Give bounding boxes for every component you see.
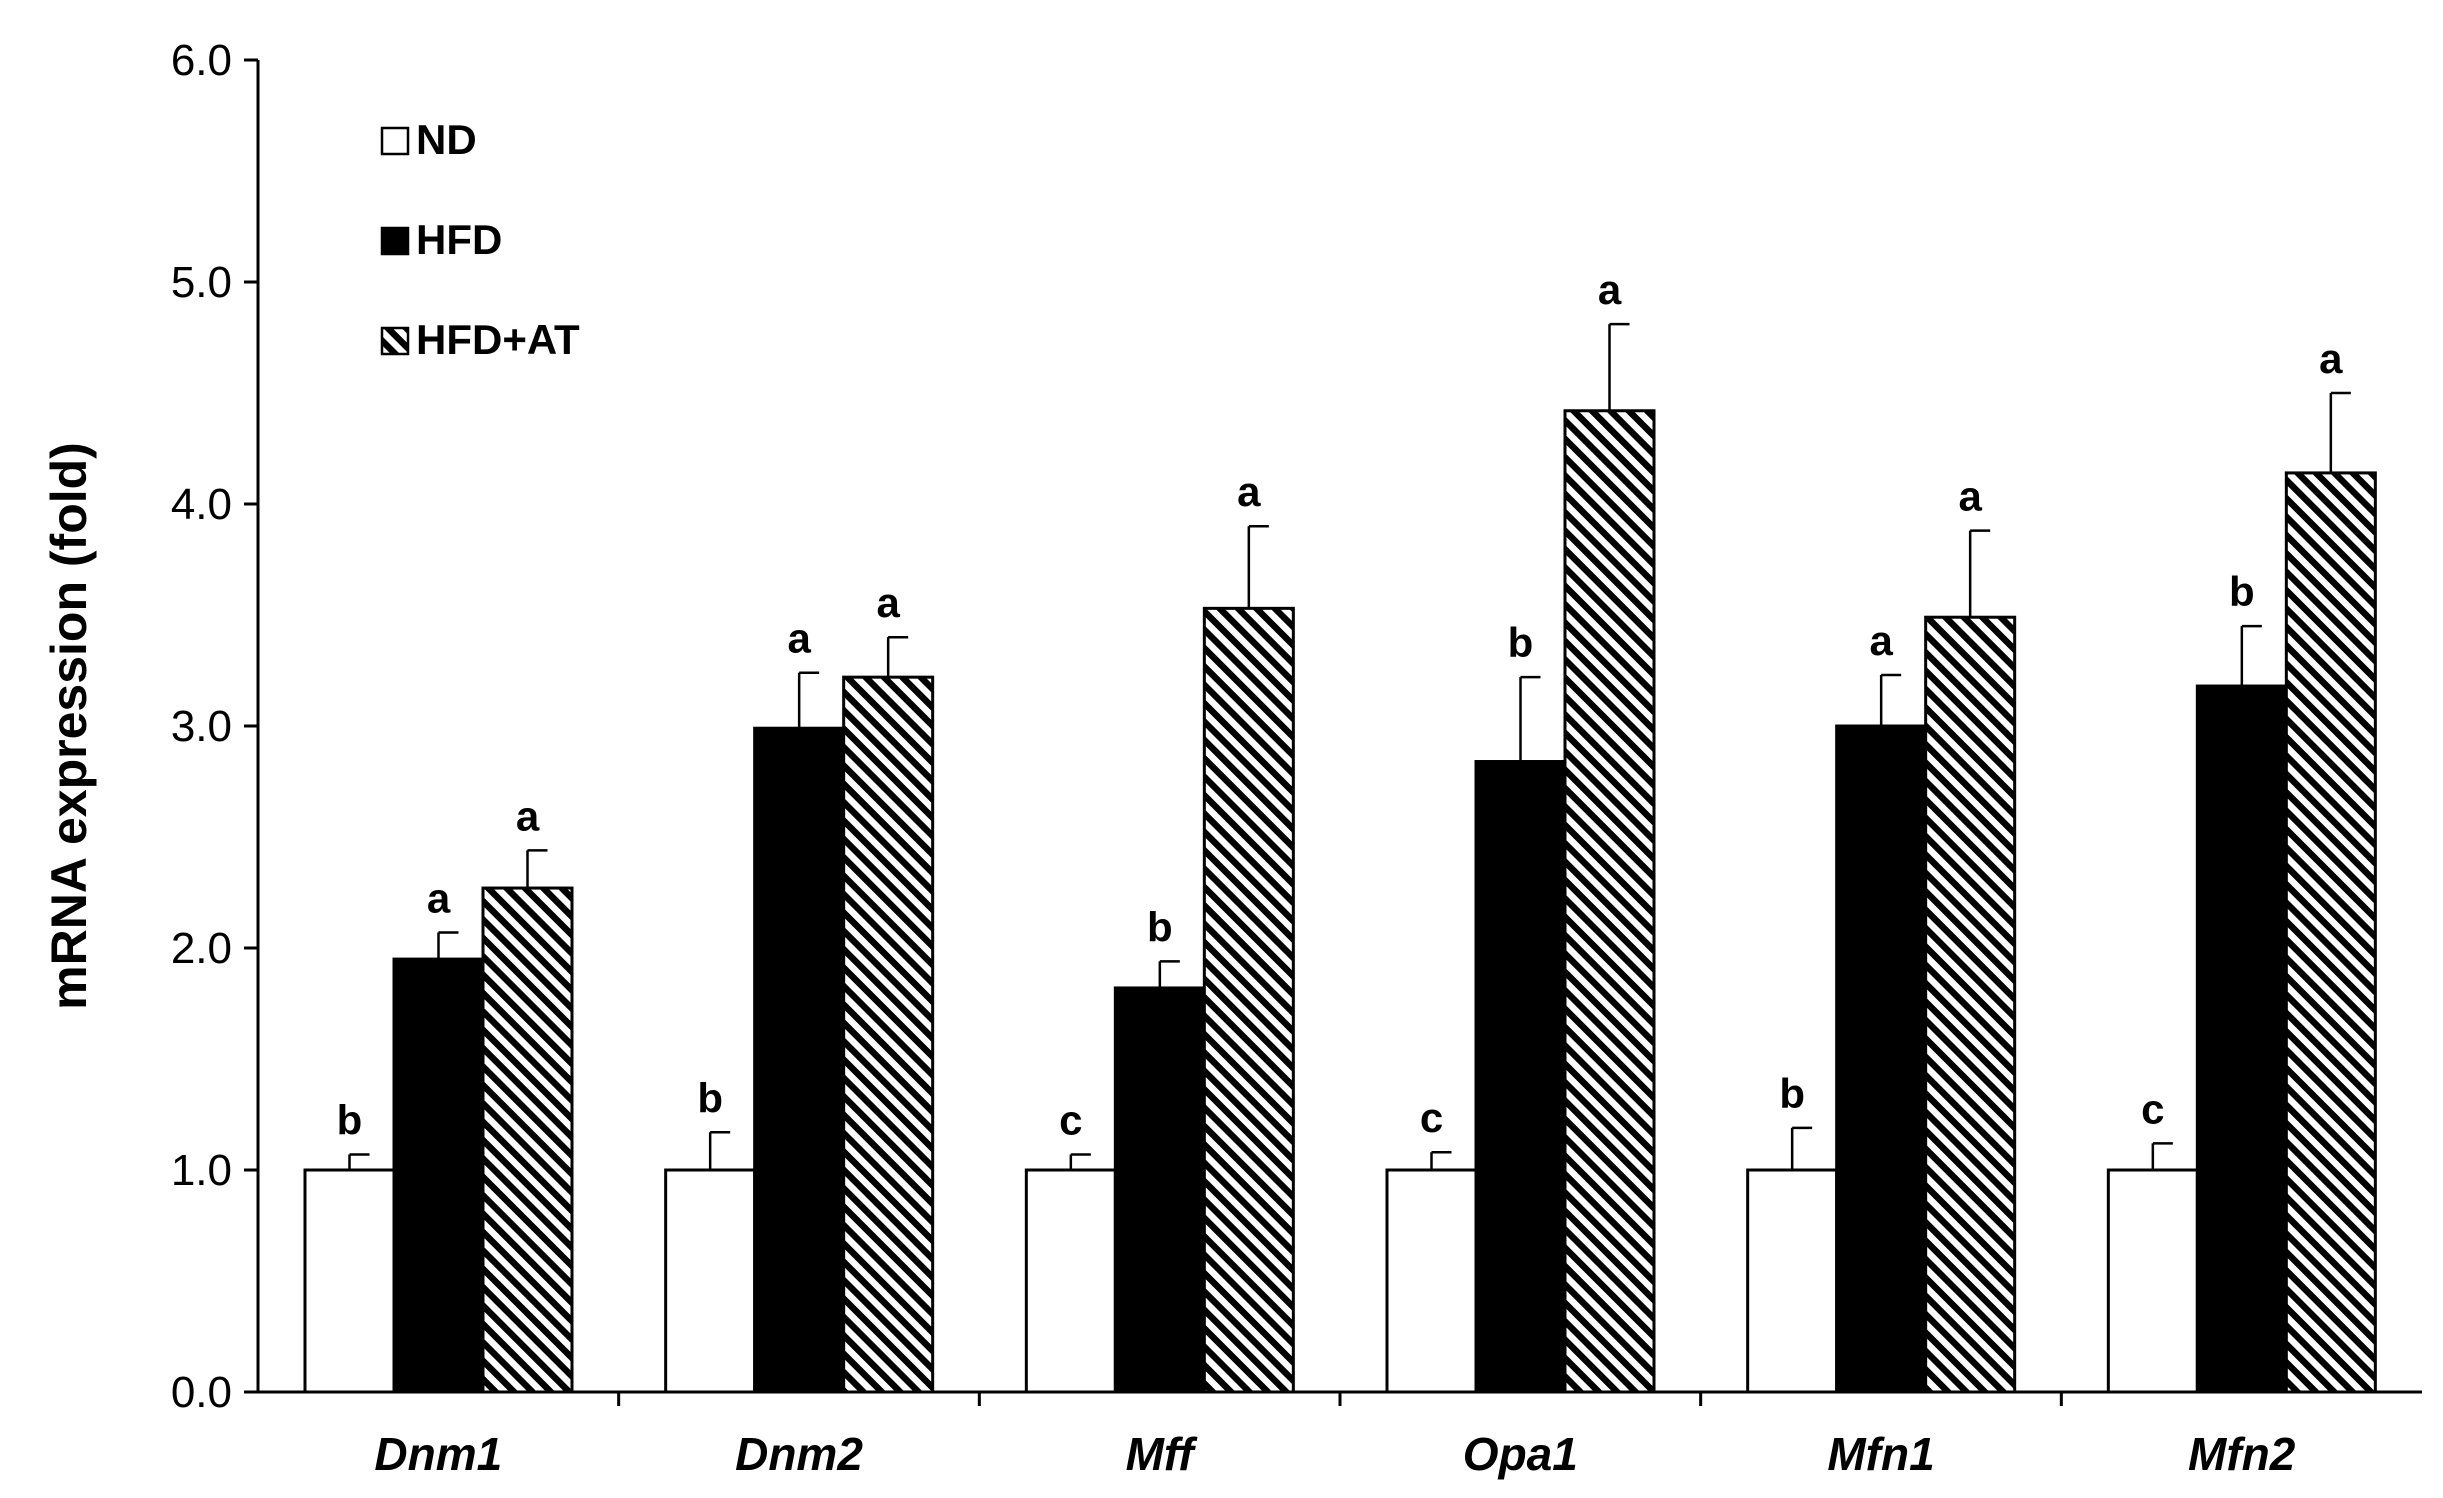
bar-hfd-at [2284, 471, 2377, 1394]
bar-hfd-at [842, 675, 935, 1394]
y-tick-label: 1.0 [171, 1146, 232, 1195]
bar-hfd [2195, 684, 2288, 1394]
significance-label: a [787, 615, 811, 662]
bar-nd [1385, 1168, 1478, 1394]
x-tick-label: Mfn2 [2188, 1428, 2296, 1480]
bar-nd [1024, 1168, 1117, 1394]
y-tick-label: 6.0 [171, 36, 232, 85]
legend-swatch [380, 326, 410, 356]
legend-label: HFD [416, 216, 502, 263]
legend-swatch [380, 126, 410, 156]
significance-label: a [2319, 335, 2343, 382]
legend-label: HFD+AT [416, 316, 580, 363]
significance-label: a [1237, 468, 1261, 515]
significance-label: a [876, 579, 900, 626]
bar-hfd-at [1924, 615, 2017, 1394]
bars-layer: b a a b a a c b a c b a b a a c b a [303, 266, 2377, 1394]
y-axis-title: mRNA expression (fold) [41, 442, 97, 1010]
bar-hfd-at [481, 886, 574, 1394]
legend-label: ND [416, 116, 477, 163]
y-tick-label: 0.0 [171, 1368, 232, 1417]
x-tick-label: Dnm1 [374, 1428, 502, 1480]
bar-hfd [392, 957, 485, 1394]
bar-hfd [753, 726, 846, 1394]
y-tick-label: 5.0 [171, 258, 232, 307]
x-tick-label: Mff [1126, 1428, 1199, 1480]
significance-label: b [2229, 568, 2255, 615]
significance-label: b [337, 1096, 363, 1143]
bar-nd [303, 1168, 396, 1394]
legend-swatch [380, 226, 410, 256]
significance-label: c [2141, 1085, 2164, 1132]
bar-hfd [1113, 986, 1206, 1394]
y-tick-label: 4.0 [171, 480, 232, 529]
y-tick-label: 2.0 [171, 924, 232, 973]
significance-label: a [1598, 266, 1622, 313]
significance-label: a [1869, 617, 1893, 664]
significance-label: b [1779, 1070, 1805, 1117]
significance-label: b [1147, 903, 1173, 950]
axes: 0.0 1.0 2.0 3.0 4.0 5.0 6.0 mRNA expression (fo… [41, 36, 2422, 1480]
bar-hfd-at [1563, 409, 1656, 1394]
significance-label: a [1958, 473, 1982, 520]
x-tick-label: Dnm2 [735, 1428, 863, 1480]
significance-label: a [516, 792, 540, 839]
bar-hfd-at [1202, 606, 1295, 1394]
legend: ND HFD HFD+AT [380, 116, 580, 363]
significance-label: b [697, 1074, 723, 1121]
bar-nd [2106, 1168, 2199, 1394]
x-tick-label: Opa1 [1463, 1428, 1578, 1480]
bar-nd [664, 1168, 757, 1394]
x-tick-label: Mfn1 [1827, 1428, 1934, 1480]
significance-label: b [1508, 619, 1534, 666]
significance-label: c [1420, 1094, 1443, 1141]
bar-nd [1746, 1168, 1839, 1394]
bar-hfd [1474, 760, 1567, 1394]
significance-label: a [427, 874, 451, 921]
y-tick-label: 3.0 [171, 702, 232, 751]
bar-hfd [1835, 724, 1928, 1394]
significance-label: c [1059, 1096, 1082, 1143]
